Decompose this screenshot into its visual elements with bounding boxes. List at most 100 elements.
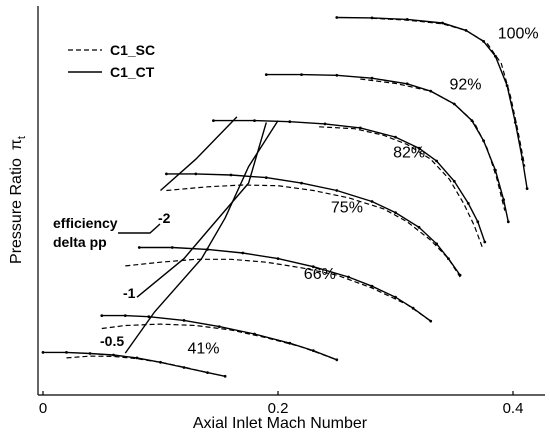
ct-point-4-4 — [276, 257, 280, 260]
annotation-leader — [118, 223, 161, 234]
ct-point-4-9 — [411, 306, 415, 310]
ct-point-4-8 — [394, 295, 397, 299]
ct-point-6-7 — [311, 349, 315, 352]
ct-point-3-0 — [165, 172, 168, 176]
ct-point-4-3 — [241, 251, 245, 255]
delta-label-minus-1: -1 — [123, 285, 136, 301]
ct-point-2-8 — [452, 179, 456, 183]
speed-label-1: 92% — [450, 76, 482, 93]
ct-point-0-6 — [494, 54, 497, 58]
delta-labels: -2 -1 -0.5 — [100, 210, 171, 349]
y-axis-subscript: t — [16, 136, 28, 139]
ct-point-0-1 — [370, 16, 374, 20]
ct-point-3-3 — [264, 176, 268, 180]
ct-point-6-5 — [253, 332, 256, 336]
ct-point-5-3 — [112, 353, 115, 357]
ct-point-4-7 — [370, 284, 374, 288]
legend-label-c1-sc: C1_SC — [110, 42, 155, 58]
ct-point-1-9 — [494, 168, 497, 172]
delta-line-0 — [160, 116, 238, 192]
ct-point-1-0 — [264, 73, 268, 76]
efficiency-annotation: efficiency delta pp — [53, 215, 161, 250]
ct-point-6-6 — [288, 341, 292, 345]
x-tick-label-2: 0.4 — [503, 400, 524, 417]
ct-line-3 — [166, 173, 461, 276]
speed-label-3: 75% — [331, 200, 363, 217]
ct-point-3-11 — [458, 273, 462, 277]
ct-point-2-11 — [483, 240, 487, 244]
ct-point-3-7 — [394, 211, 397, 215]
ct-point-6-2 — [147, 315, 151, 319]
speed-label-2: 82% — [393, 145, 425, 162]
ct-point-4-5 — [311, 265, 315, 269]
ct-point-5-8 — [223, 374, 227, 378]
ct-point-0-9 — [521, 157, 524, 161]
ct-point-2-3 — [323, 122, 327, 126]
y-axis-label: Pressure Ratio πt — [8, 136, 28, 264]
ct-point-2-5 — [394, 135, 397, 139]
ct-point-6-1 — [123, 314, 127, 317]
ct-point-2-10 — [476, 220, 480, 224]
ct-point-2-4 — [358, 126, 362, 130]
ct-point-0-0 — [335, 16, 339, 19]
legend-label-c1-ct: C1_CT — [110, 64, 155, 80]
ct-point-5-7 — [206, 371, 209, 374]
ct-point-2-2 — [288, 120, 292, 124]
ct-point-1-2 — [335, 73, 339, 77]
y-axis-label-text: Pressure Ratio — [8, 158, 25, 264]
ct-point-0-2 — [405, 18, 409, 21]
ct-point-6-4 — [217, 325, 221, 328]
ct-point-3-5 — [335, 189, 339, 192]
efficiency-delta-lines — [124, 116, 279, 354]
x-axis-ticks: 0 0.2 0.4 — [39, 391, 524, 417]
x-tick-label-1: 0.2 — [268, 400, 289, 417]
x-tick-label-0: 0 — [39, 400, 47, 417]
ct-point-3-10 — [447, 257, 450, 260]
ct-point-4-1 — [170, 246, 174, 249]
ct-point-5-0 — [41, 351, 45, 354]
ct-line-2 — [213, 119, 486, 243]
ct-point-5-6 — [182, 366, 186, 369]
speed-lines — [41, 16, 529, 378]
annotation-line-2: delta pp — [53, 234, 107, 250]
speed-label-4: 66% — [304, 266, 336, 283]
ct-point-1-7 — [470, 119, 474, 122]
ct-point-2-1 — [253, 119, 256, 122]
ct-point-0-3 — [441, 21, 444, 25]
delta-line-2 — [124, 120, 279, 354]
ct-line-0 — [336, 16, 528, 189]
ct-point-4-0 — [137, 246, 141, 249]
ct-point-1-11 — [506, 220, 510, 224]
ct-line-1 — [266, 73, 509, 222]
ct-point-4-6 — [347, 275, 350, 279]
ct-point-3-6 — [370, 200, 374, 203]
sc-line-0 — [371, 17, 526, 167]
ct-point-6-0 — [100, 314, 104, 317]
speed-label-5: 41% — [188, 341, 220, 358]
ct-point-1-8 — [482, 139, 485, 143]
ct-point-2-0 — [212, 119, 215, 122]
ct-point-2-6 — [417, 146, 421, 150]
ct-point-1-1 — [300, 73, 303, 76]
sc-line-1 — [360, 78, 506, 211]
ct-point-1-6 — [452, 102, 456, 106]
ct-point-6-8 — [335, 358, 339, 362]
ct-point-5-5 — [159, 360, 162, 364]
x-axis-label: Axial Inlet Mach Number — [193, 415, 368, 432]
ct-point-0-4 — [464, 29, 468, 32]
ct-point-2-9 — [466, 202, 470, 205]
ct-point-3-2 — [229, 173, 233, 177]
ct-point-5-1 — [65, 351, 68, 354]
ct-point-0-5 — [482, 40, 485, 43]
annotation-line-1: efficiency — [53, 215, 118, 231]
ct-point-1-10 — [502, 198, 505, 202]
ct-point-4-10 — [429, 319, 433, 323]
ct-point-1-3 — [370, 76, 374, 80]
speed-label-0: 100% — [498, 26, 539, 43]
ct-point-6-3 — [182, 319, 186, 322]
ct-point-2-7 — [435, 159, 438, 163]
ct-point-3-8 — [417, 225, 421, 229]
ct-point-3-4 — [300, 181, 303, 185]
delta-label-minus-2: -2 — [158, 210, 171, 226]
